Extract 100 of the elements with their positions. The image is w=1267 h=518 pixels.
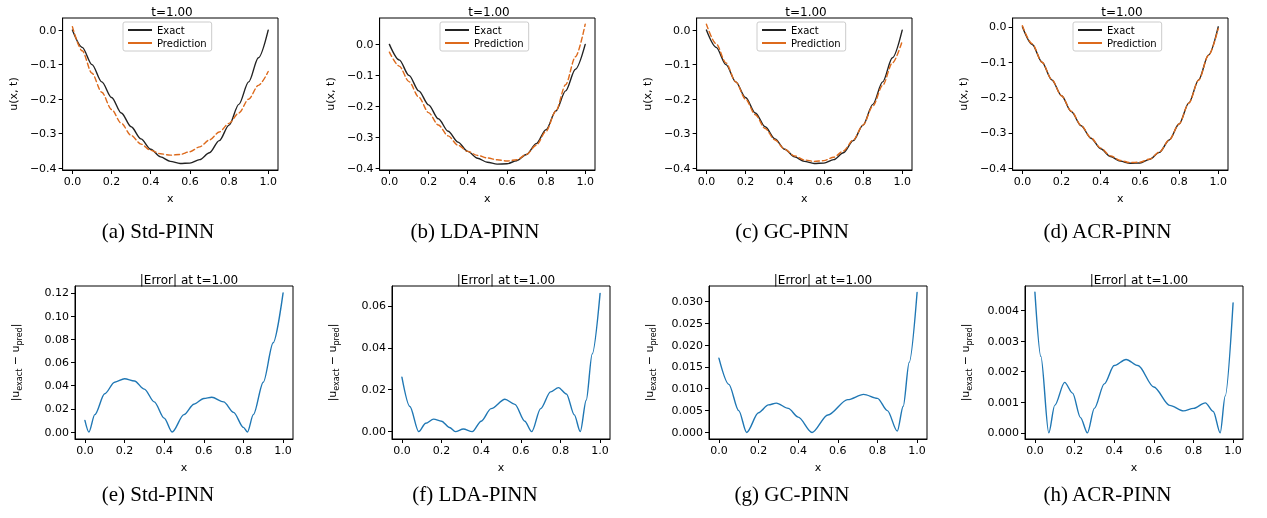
text: (g) GC-PINN — [734, 481, 849, 506]
y-tick-label: 0.005 — [671, 404, 703, 418]
x-tick-label: 0.6 — [195, 444, 213, 457]
y-axis-title: |uexact − upred| — [325, 323, 341, 402]
y-tick-label: −0.2 — [663, 92, 691, 106]
x-tick-label: 0.8 — [537, 175, 555, 188]
y-tick-label: 0.003 — [987, 334, 1020, 348]
x-tick-label: 0.2 — [115, 444, 134, 457]
y-tick-label: −0.3 — [980, 126, 1007, 140]
y-axis-title: u(x, t) — [323, 77, 337, 111]
y-tick-label: 0.0 — [355, 37, 374, 51]
x-tick-label: 0.0 — [76, 444, 94, 457]
y-tick-label: 0.000 — [671, 425, 703, 439]
y-tick-label: 0.06 — [361, 299, 386, 313]
y-tick-label: −0.1 — [346, 68, 374, 82]
y-tick-label: −0.3 — [663, 127, 691, 141]
x-tick-label: 0.4 — [1092, 175, 1110, 188]
x-tick-label: 0.4 — [775, 175, 793, 188]
y-tick-label: 0.0 — [989, 20, 1007, 34]
y-tick-label: −0.1 — [980, 55, 1007, 69]
text: (d) ACR-PINN — [1043, 218, 1172, 243]
y-tick-label: −0.2 — [346, 99, 374, 113]
x-axis-title: x — [814, 461, 822, 474]
text: (f) LDA-PINN — [412, 481, 538, 506]
y-tick-label: 0.000 — [987, 426, 1020, 440]
y-tick-label: 0.001 — [987, 395, 1020, 409]
x-tick-label: 0.4 — [141, 175, 160, 188]
legend-label: Prediction — [157, 37, 207, 49]
x-tick-label: 1.0 — [576, 175, 594, 188]
y-axis-title: u(x, t) — [957, 77, 971, 111]
y-tick-label: 0.0 — [672, 23, 691, 37]
line-series — [1034, 291, 1235, 434]
y-axis-title: |uexact − upred| — [958, 323, 974, 402]
x-tick-label: 0.4 — [788, 444, 807, 457]
x-tick-label: 0.8 — [868, 444, 886, 457]
x-tick-label: 1.0 — [591, 444, 609, 457]
chart-title: t=1.00 — [151, 5, 193, 19]
x-tick-label: 0.2 — [102, 175, 121, 188]
y-tick-label: 0.004 — [987, 303, 1020, 317]
x-tick-label: 0.6 — [1131, 175, 1149, 188]
x-tick-label: 0.0 — [1013, 175, 1032, 188]
y-tick-label: −0.4 — [346, 161, 374, 175]
y-tick-label: 0.04 — [44, 379, 69, 393]
y-tick-label: 0.08 — [44, 332, 69, 346]
x-tick-label: 0.2 — [419, 175, 438, 188]
text: (c) GC-PINN — [734, 218, 849, 243]
legend-label: Exact — [790, 24, 819, 36]
y-tick-label: −0.4 — [663, 161, 691, 175]
y-tick-label: 0.10 — [44, 309, 69, 323]
legend-label: Prediction — [1107, 37, 1157, 49]
x-axis-title: x — [497, 461, 505, 474]
y-tick-label: 0.02 — [44, 402, 69, 416]
chart-title: |Error| at t=1.00 — [139, 273, 239, 287]
line-series — [400, 292, 601, 433]
x-tick-label: 0.4 — [155, 444, 173, 457]
y-tick-label: 0.002 — [987, 365, 1020, 379]
x-tick-label: 0.2 — [432, 444, 451, 457]
y-axis-title: u(x, t) — [640, 77, 654, 111]
x-tick-label: 1.0 — [259, 175, 277, 188]
x-tick-label: 0.8 — [551, 444, 569, 457]
y-tick-label: 0.015 — [671, 360, 703, 374]
x-axis-title: x — [483, 192, 491, 205]
y-axis-title: u(x, t) — [7, 77, 20, 111]
y-tick-label: −0.2 — [29, 92, 57, 106]
x-tick-label: 0.6 — [181, 175, 199, 188]
legend-label: Exact — [473, 24, 502, 36]
text: (b) LDA-PINN — [410, 218, 540, 243]
y-tick-label: −0.4 — [980, 161, 1007, 175]
x-tick-label: 1.0 — [1209, 175, 1228, 188]
x-tick-label: 1.0 — [274, 444, 292, 457]
y-tick-label: −0.3 — [29, 127, 57, 141]
y-tick-label: 0.04 — [361, 341, 386, 355]
x-tick-label: 0.6 — [497, 175, 516, 188]
x-tick-label: 0.4 — [1105, 444, 1124, 457]
x-tick-label: 0.8 — [234, 444, 253, 457]
x-tick-label: 0.0 — [380, 175, 398, 188]
x-tick-label: 1.0 — [1224, 444, 1243, 457]
y-tick-label: 0.020 — [671, 338, 703, 352]
text: (e) Std-PINN — [101, 481, 215, 506]
chart-title: |Error| at t=1.00 — [1089, 273, 1189, 287]
x-tick-label: 1.0 — [892, 175, 911, 188]
x-tick-label: 0.6 — [814, 175, 833, 188]
x-axis-title: x — [1130, 461, 1138, 474]
x-tick-label: 0.6 — [511, 444, 530, 457]
x-axis-title: x — [1117, 192, 1125, 205]
x-axis-title: x — [167, 192, 175, 205]
y-axis-title: |uexact − upred| — [642, 323, 657, 402]
line-series — [388, 23, 586, 162]
y-tick-label: 0.025 — [671, 316, 703, 330]
chart-title: t=1.00 — [1101, 5, 1143, 19]
text: (a) Std-PINN — [101, 218, 215, 243]
legend-label: Exact — [157, 24, 185, 36]
chart-title: |Error| at t=1.00 — [456, 273, 556, 287]
x-tick-label: 0.0 — [697, 175, 715, 188]
x-tick-label: 0.8 — [1170, 175, 1189, 188]
chart-title: t=1.00 — [468, 5, 510, 19]
x-tick-label: 0.4 — [458, 175, 477, 188]
y-tick-label: 0.030 — [671, 294, 703, 308]
x-tick-label: 0.6 — [828, 444, 847, 457]
y-tick-label: −0.3 — [346, 130, 374, 144]
